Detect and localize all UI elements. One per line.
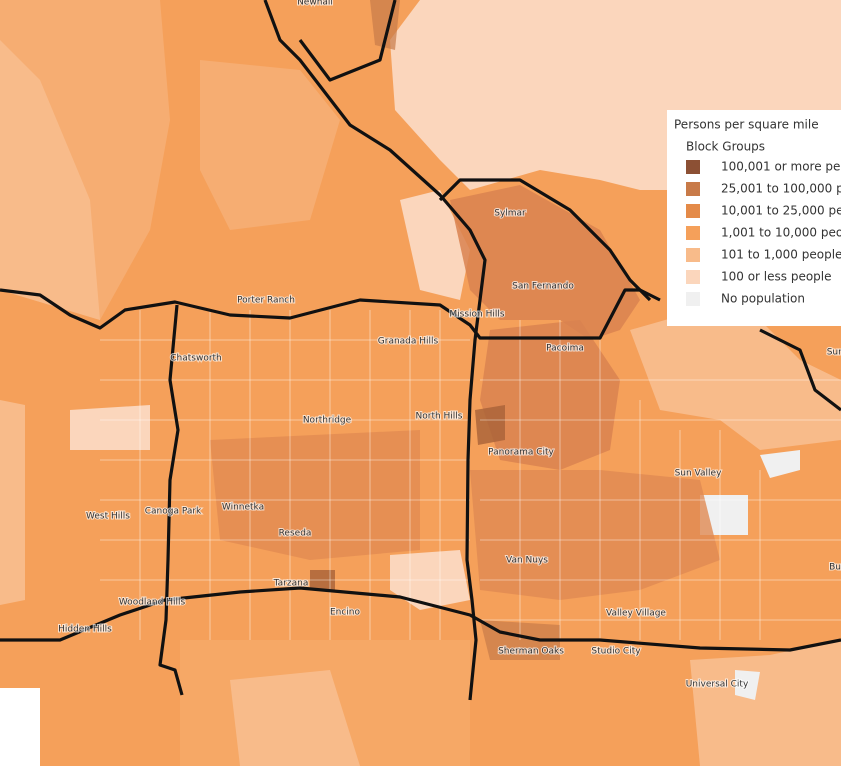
dense-area xyxy=(480,320,620,470)
place-label: Sherman Oaks xyxy=(498,647,564,657)
border xyxy=(139,310,761,640)
place-label: West Hills xyxy=(86,512,130,522)
legend-swatch xyxy=(686,292,700,306)
place-labels: Newhall Sylmar San Fernando Porter Ranch Mis… xyxy=(57,0,841,691)
legend-label: No population xyxy=(721,292,805,306)
legend-label: 10,001 to 25,000 people xyxy=(721,204,841,218)
dense-area xyxy=(470,470,720,600)
place-label: Universal City xyxy=(686,680,749,690)
legend-label: 25,001 to 100,000 people xyxy=(721,182,841,196)
no-population xyxy=(735,670,760,700)
place-label: Sylmar xyxy=(494,209,526,219)
freeway xyxy=(158,304,184,696)
place-label: Winnetka xyxy=(222,503,264,513)
dense-area xyxy=(210,430,420,560)
place-label: Woodland Hills xyxy=(119,598,186,608)
legend-swatch xyxy=(686,160,700,174)
legend-swatch xyxy=(686,270,700,284)
border xyxy=(100,339,841,621)
open-space xyxy=(70,405,150,450)
legend-title: Persons per square mile xyxy=(674,118,819,132)
legend-swatch xyxy=(686,204,700,218)
dense-areas xyxy=(210,0,720,660)
place-label: Sun Valley xyxy=(675,469,722,479)
place-label: Porter Ranch xyxy=(237,296,295,306)
legend-label: 100 or less people xyxy=(721,270,832,284)
legend-swatch xyxy=(686,182,700,196)
freeway xyxy=(438,178,652,302)
legend-label: 101 to 1,000 people xyxy=(721,248,841,262)
freeway xyxy=(0,288,661,340)
place-label: Valley Village xyxy=(606,609,666,619)
freeways xyxy=(0,0,841,701)
freeway xyxy=(263,0,487,701)
no-population xyxy=(760,450,800,478)
place-label: Pacoima xyxy=(546,344,584,354)
place-label: Hidden Hills xyxy=(58,625,112,635)
place-label: Encino xyxy=(330,608,361,618)
place-label: San Fernando xyxy=(512,282,574,292)
place-label: Chatsworth xyxy=(170,354,222,364)
place-label: Burbank xyxy=(829,563,841,573)
legend-items: 100,001 or more people 25,001 to 100,000 … xyxy=(686,160,841,306)
forest xyxy=(640,0,841,190)
place-label: Studio City xyxy=(591,647,641,657)
blank xyxy=(0,688,40,766)
freeway xyxy=(0,586,841,652)
hills xyxy=(230,670,360,766)
place-label: Tarzana xyxy=(273,579,309,589)
place-label: Newhall xyxy=(297,0,333,8)
legend-subtitle: Block Groups xyxy=(686,140,765,154)
hills xyxy=(200,60,340,230)
hills xyxy=(690,640,841,766)
dense-area xyxy=(475,405,505,445)
place-label: Van Nuys xyxy=(506,556,548,566)
place-label: Granada Hills xyxy=(378,337,439,347)
place-label: Northridge xyxy=(303,416,352,426)
legend: Persons per square mile Block Groups 100… xyxy=(667,110,841,326)
place-label: Reseda xyxy=(279,529,312,539)
legend-label: 100,001 or more people xyxy=(721,160,841,174)
freeway xyxy=(298,0,397,82)
dense-area xyxy=(450,185,640,340)
place-label: Mission Hills xyxy=(449,310,504,320)
hills xyxy=(0,400,25,605)
legend-swatch xyxy=(686,248,700,262)
no-population xyxy=(700,495,748,535)
block-group-borders xyxy=(100,310,841,640)
legend-swatch xyxy=(686,226,700,240)
place-label: North Hills xyxy=(416,412,463,422)
hills xyxy=(0,40,100,320)
reservoir xyxy=(400,190,470,300)
legend-label: 1,001 to 10,000 people xyxy=(721,226,841,240)
place-label: Panorama City xyxy=(488,448,554,458)
forest xyxy=(390,0,640,190)
freeway xyxy=(759,328,841,412)
place-label: Sunland xyxy=(827,348,841,358)
place-label: Canoga Park xyxy=(145,507,202,517)
